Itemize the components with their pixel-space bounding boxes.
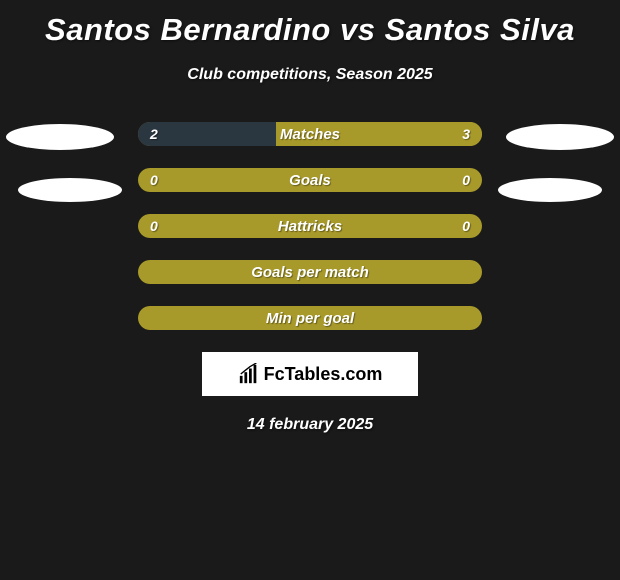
subtitle: Club competitions, Season 2025 — [0, 66, 620, 84]
stat-label: Goals per match — [138, 260, 482, 284]
branding-text: FcTables.com — [264, 364, 383, 385]
stat-label: Matches — [138, 122, 482, 146]
stat-row: Goals per match — [138, 260, 482, 284]
player-left-badge-1 — [6, 124, 114, 150]
stat-label: Hattricks — [138, 214, 482, 238]
page-title: Santos Bernardino vs Santos Silva — [0, 0, 620, 48]
branding-box: FcTables.com — [202, 352, 418, 396]
player-right-badge-2 — [498, 178, 602, 202]
chart-icon — [238, 363, 260, 385]
player-right-badge-1 — [506, 124, 614, 150]
player-left-badge-2 — [18, 178, 122, 202]
date-text: 14 february 2025 — [0, 416, 620, 434]
stat-label: Min per goal — [138, 306, 482, 330]
stat-label: Goals — [138, 168, 482, 192]
stat-row: Min per goal — [138, 306, 482, 330]
stats-container: 23Matches 00Goals 00Hattricks Goals per mat… — [0, 122, 620, 330]
stat-row: 00Goals — [138, 168, 482, 192]
stat-row: 00Hattricks — [138, 214, 482, 238]
stat-row: 23Matches — [138, 122, 482, 146]
